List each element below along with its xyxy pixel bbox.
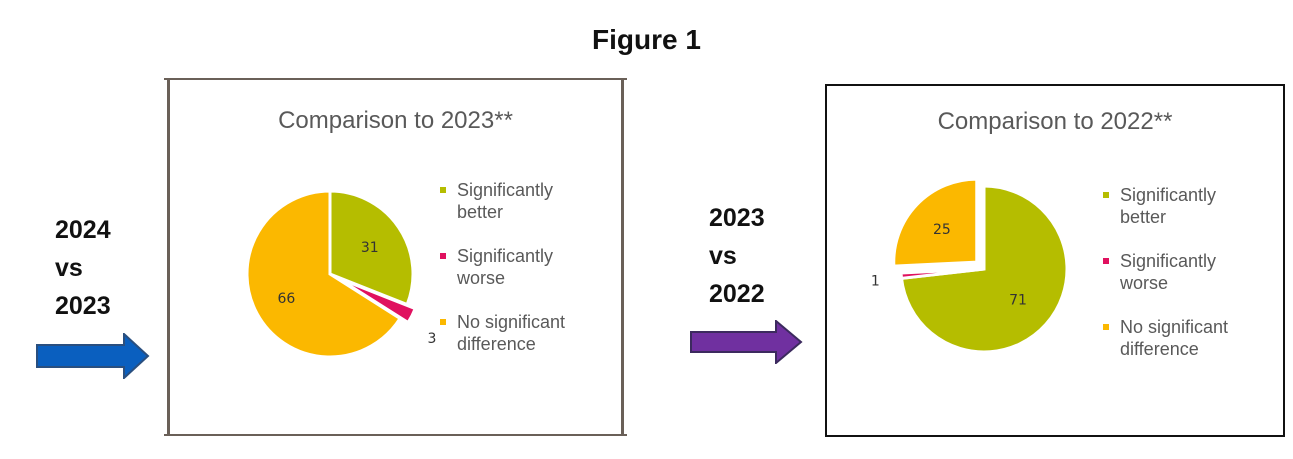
legend-label: No significant [457,312,566,332]
legend-label: difference [457,334,536,354]
pie-slice [899,267,985,281]
figure-title: Figure 1 [592,24,701,55]
pie-chart: 31 3 66 [245,189,436,359]
legend-item-worse: Significantly worse [1103,250,1228,316]
label-line: vs [709,242,737,270]
chart-panel-2023: Comparison to 2023** 31 3 66 Significantly… [164,78,627,436]
comparison-label-2023-vs-2022: 2023 vs 2022 [709,199,765,313]
label-line: 2024 [55,216,111,244]
legend-swatch [440,319,446,325]
legend-item-no-difference: No significant difference [440,311,565,377]
legend-label: difference [1120,339,1199,359]
pie-slice [337,276,418,325]
chart-title: Comparison to 2022** [937,108,1173,135]
panel-edge-bottom [164,434,627,436]
pie-slice [328,189,415,307]
legend-item-better: Significantly better [440,179,565,245]
chart-panel-2022: Comparison to 2022** 71 1 25 Significantly… [825,84,1285,437]
pie-slice [245,189,403,359]
label-line: 2023 [709,204,765,232]
pie-chart: 71 1 25 [871,177,1069,354]
legend-label: better [1120,207,1167,227]
legend-swatch [440,253,446,259]
legend-item-better: Significantly better [1103,184,1228,250]
legend-label: worse [457,268,506,288]
legend-label: No significant [1120,317,1229,337]
legend-label: better [457,202,504,222]
pie-data-label: 71 [1009,292,1027,308]
chart-title: Comparison to 2023** [278,107,513,134]
label-line: 2022 [709,280,765,308]
panel-edge-top [164,78,627,80]
pie-data-label: 1 [871,274,880,290]
label-line: vs [55,254,83,282]
label-line: 2023 [55,292,111,320]
comparison-label-2024-vs-2023: 2024 vs 2023 [55,211,111,325]
legend-item-worse: Significantly worse [440,245,565,311]
chart-legend: Significantly better Significantly worse… [440,179,565,377]
pie-slice [899,184,1069,354]
legend-swatch [1103,258,1109,264]
legend-label: Significantly [457,246,554,266]
right-arrow-icon-blue [36,333,150,379]
chart-legend: Significantly better Significantly worse… [1103,184,1228,382]
legend-swatch [1103,324,1109,330]
legend-label: worse [1120,273,1169,293]
pie-data-label: 31 [361,240,379,256]
legend-label: Significantly [1120,251,1217,271]
pie-data-label: 66 [277,291,295,307]
pie-slice [892,177,979,268]
legend-label: Significantly [457,180,554,200]
legend-swatch [1103,192,1109,198]
legend-label: Significantly [1120,185,1217,205]
legend-swatch [440,187,446,193]
right-arrow-icon-purple [690,320,803,364]
pie-data-label: 3 [428,331,437,347]
legend-item-no-difference: No significant difference [1103,316,1228,382]
pie-data-label: 25 [933,222,951,238]
